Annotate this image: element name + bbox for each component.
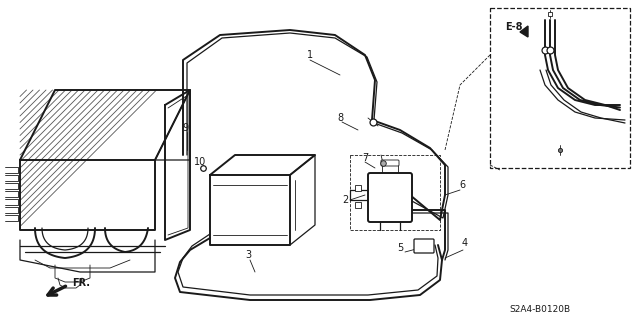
Text: 10: 10 (194, 157, 206, 167)
Polygon shape (520, 26, 528, 37)
Text: FR.: FR. (72, 278, 90, 288)
Text: E-8: E-8 (505, 22, 522, 32)
Text: 8: 8 (337, 113, 343, 123)
FancyBboxPatch shape (368, 173, 412, 222)
Text: 5: 5 (397, 243, 403, 253)
FancyBboxPatch shape (414, 239, 434, 253)
Text: 3: 3 (245, 250, 251, 260)
Text: 6: 6 (459, 180, 465, 190)
Text: 2: 2 (342, 195, 348, 205)
Text: 1: 1 (307, 50, 313, 60)
FancyBboxPatch shape (381, 160, 399, 166)
Text: 7: 7 (362, 153, 368, 163)
Text: 4: 4 (462, 238, 468, 248)
Bar (490, 8, 630, 168)
Text: 9: 9 (182, 123, 188, 133)
Text: S2A4-B0120B: S2A4-B0120B (509, 306, 571, 315)
